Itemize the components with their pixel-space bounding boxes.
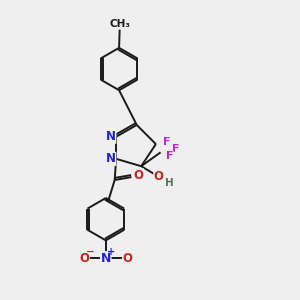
Text: N: N [106, 152, 116, 165]
Text: N: N [100, 252, 111, 265]
Text: H: H [165, 178, 174, 188]
Text: +: + [107, 247, 115, 256]
Text: −: − [86, 247, 95, 256]
Text: N: N [106, 130, 116, 143]
Text: O: O [154, 170, 164, 183]
Text: F: F [166, 152, 173, 161]
Text: O: O [79, 252, 89, 265]
Text: CH₃: CH₃ [109, 19, 130, 29]
Text: O: O [123, 252, 133, 265]
Text: O: O [134, 169, 143, 182]
Text: F: F [172, 143, 179, 154]
Text: F: F [163, 137, 170, 147]
